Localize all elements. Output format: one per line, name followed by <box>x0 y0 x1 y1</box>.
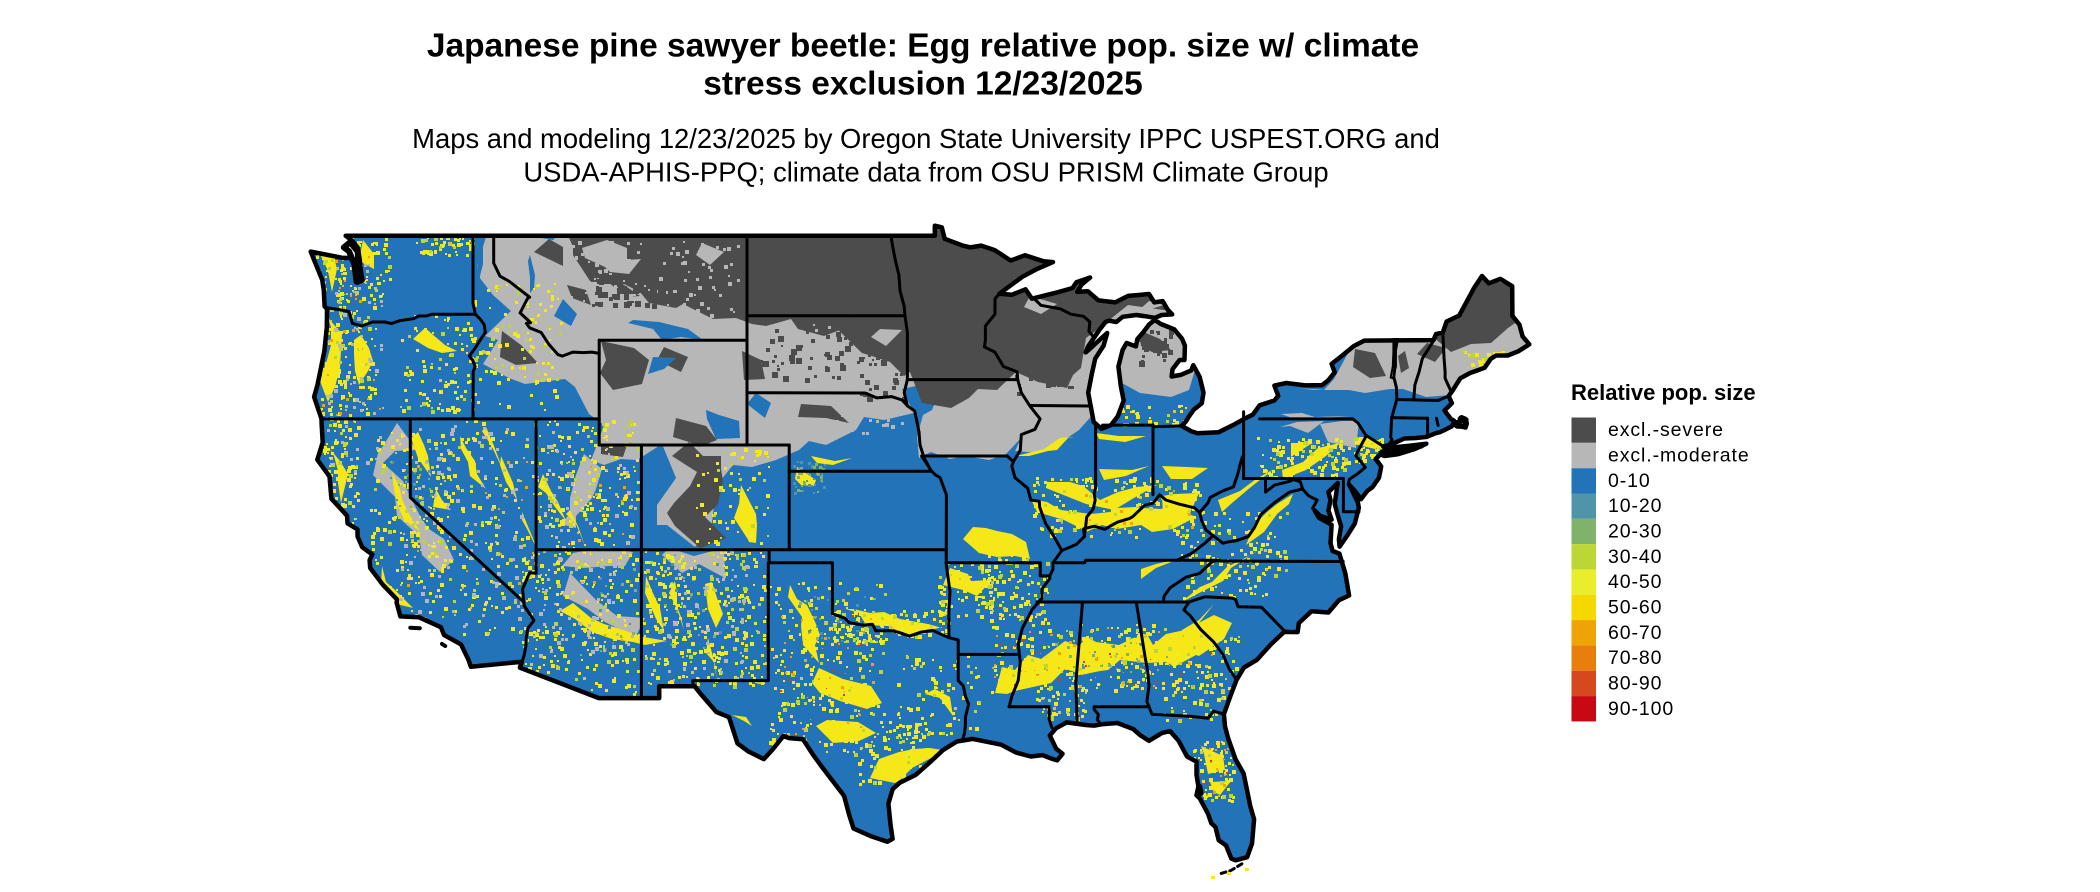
svg-text:20-30: 20-30 <box>1608 521 1662 543</box>
svg-text:80-90: 80-90 <box>1608 673 1662 695</box>
svg-text:30-40: 30-40 <box>1608 546 1662 568</box>
svg-text:USDA-APHIS-PPQ; climate data f: USDA-APHIS-PPQ; climate data from OSU PR… <box>523 157 1328 188</box>
svg-text:stress exclusion 12/23/2025: stress exclusion 12/23/2025 <box>703 66 1143 103</box>
svg-text:50-60: 50-60 <box>1608 597 1662 619</box>
svg-text:70-80: 70-80 <box>1608 647 1662 669</box>
svg-text:Japanese pine sawyer beetle: E: Japanese pine sawyer beetle: Egg relativ… <box>427 28 1419 65</box>
svg-text:excl.-moderate: excl.-moderate <box>1608 445 1750 467</box>
svg-text:Relative pop. size: Relative pop. size <box>1571 380 1756 405</box>
svg-text:Maps and modeling 12/23/2025 b: Maps and modeling 12/23/2025 by Oregon S… <box>412 123 1440 154</box>
svg-text:0-10: 0-10 <box>1608 470 1651 492</box>
svg-text:excl.-severe: excl.-severe <box>1608 419 1724 441</box>
svg-text:90-100: 90-100 <box>1608 698 1674 720</box>
svg-text:40-50: 40-50 <box>1608 571 1662 593</box>
svg-text:10-20: 10-20 <box>1608 495 1662 517</box>
svg-text:60-70: 60-70 <box>1608 622 1662 644</box>
